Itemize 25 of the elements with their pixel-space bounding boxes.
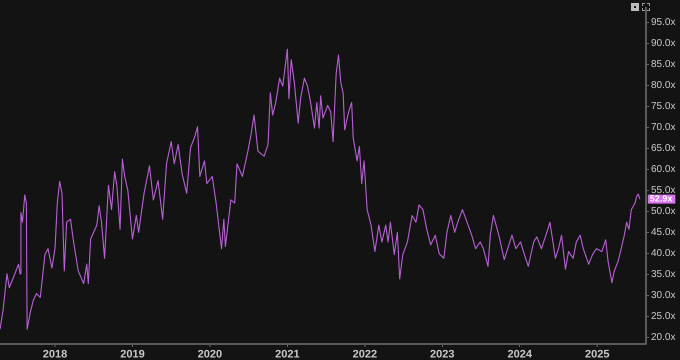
y-tick-label: 40.0x <box>651 248 676 260</box>
x-tick-label: 2021 <box>275 348 300 360</box>
x-tick-label: 2020 <box>198 348 222 360</box>
y-tick-label: 45.0x <box>651 227 676 238</box>
y-tick-label: 80.0x <box>651 80 676 92</box>
x-tick-label: 2024 <box>508 348 533 360</box>
annotation: 52.9x <box>650 194 672 204</box>
x-tick-label: 2022 <box>352 348 378 360</box>
y-tick-label: 75.0x <box>651 101 676 112</box>
y-tick-label: 20.0x <box>651 332 676 344</box>
y-tick-label: 25.0x <box>651 311 676 322</box>
y-tick-label: 95.0x <box>651 17 676 28</box>
y-tick-label: 55.0x <box>651 185 676 196</box>
y-tick-label: 85.0x <box>651 59 676 70</box>
x-tick-label: 2018 <box>42 348 68 360</box>
y-tick-label: 30.0x <box>651 290 676 302</box>
x-tick-label: 2019 <box>120 348 145 360</box>
y-tick-label: 65.0x <box>651 143 676 154</box>
x-tick-label: 2023 <box>430 348 455 360</box>
y-tick-label: 60.0x <box>651 164 676 176</box>
y-tick-label: 50.0x <box>651 206 676 218</box>
y-tick-label: 70.0x <box>651 122 676 134</box>
y-tick-label: 90.0x <box>651 38 676 50</box>
x-tick-label: 2025 <box>584 348 610 360</box>
y-tick-label: 35.0x <box>651 269 676 280</box>
